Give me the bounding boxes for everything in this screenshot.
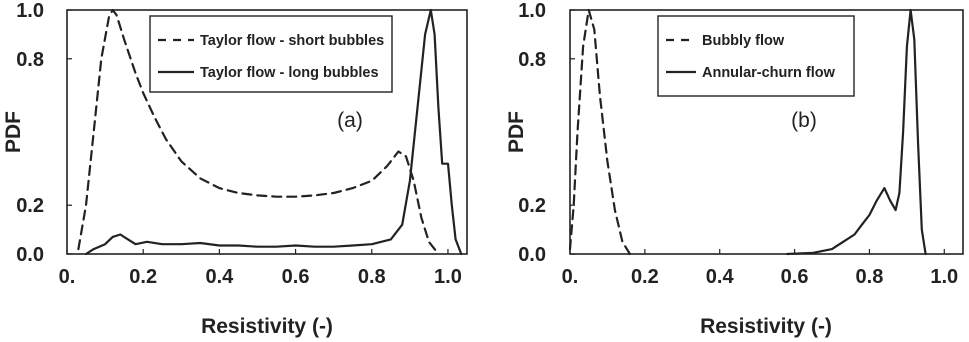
x-tick-label: 0.8 [856,266,884,288]
chart-panel-1: 0.0 0.2 0.8 1.0 0. 0.2 0.4 0.6 0.8 1.0 Resistivity… [2,0,468,338]
x-tick-label: 0.6 [282,266,310,288]
x-tick-label: 1.0 [930,266,958,288]
panel-label: (b) [791,109,817,132]
y-tick-label: 0.2 [16,195,44,217]
x-axis-title: Resistivity (-) [700,315,832,338]
series-line-2 [786,8,927,256]
x-tick-label: 0. [562,266,579,288]
x-tick-label: 0.4 [205,266,234,288]
plot-frame [569,9,964,255]
chart-panel-2: 0.0 0.2 0.8 1.0 0. 0.2 0.4 0.6 0.8 1.0 Resistivity… [505,0,964,338]
y-axis-title: PDF [505,111,528,153]
x-tick-label: 0.2 [631,266,659,288]
plot-frame [66,9,468,255]
legend-label: Taylor flow - short bubbles [200,33,384,49]
y-axis-title: PDF [2,111,25,153]
y-tick-label: 1.0 [16,0,44,22]
legend-box [149,15,393,93]
x-tick-label: 0. [59,266,76,288]
x-tick-label: 0.6 [781,266,809,288]
x-tick-label: 1.0 [434,266,462,288]
y-tick-label: 0.8 [518,49,546,71]
panel-label: (a) [337,109,363,132]
legend-label: Bubbly flow [702,33,785,49]
y-tick-label: 0.0 [16,244,44,266]
legend-label: Taylor flow - long bubbles [200,65,379,81]
legend-box [657,15,855,97]
series-line-1 [77,8,438,253]
x-tick-label: 0.8 [358,266,386,288]
legend-label: Annular-churn flow [702,65,836,81]
y-tick-label: 0.8 [16,49,44,71]
legend: Taylor flow - short bubbles Taylor flow -… [149,15,393,93]
x-axis-title: Resistivity (-) [201,315,333,338]
legend: Bubbly flow Annular-churn flow [657,15,855,97]
x-tick-label: 0.4 [706,266,735,288]
y-tick-label: 1.0 [518,0,546,22]
y-tick-label: 0.0 [518,244,546,266]
series-line-1 [568,8,631,256]
x-tick-label: 0.2 [129,266,157,288]
series-line-2 [84,8,463,256]
y-tick-label: 0.2 [518,195,546,217]
